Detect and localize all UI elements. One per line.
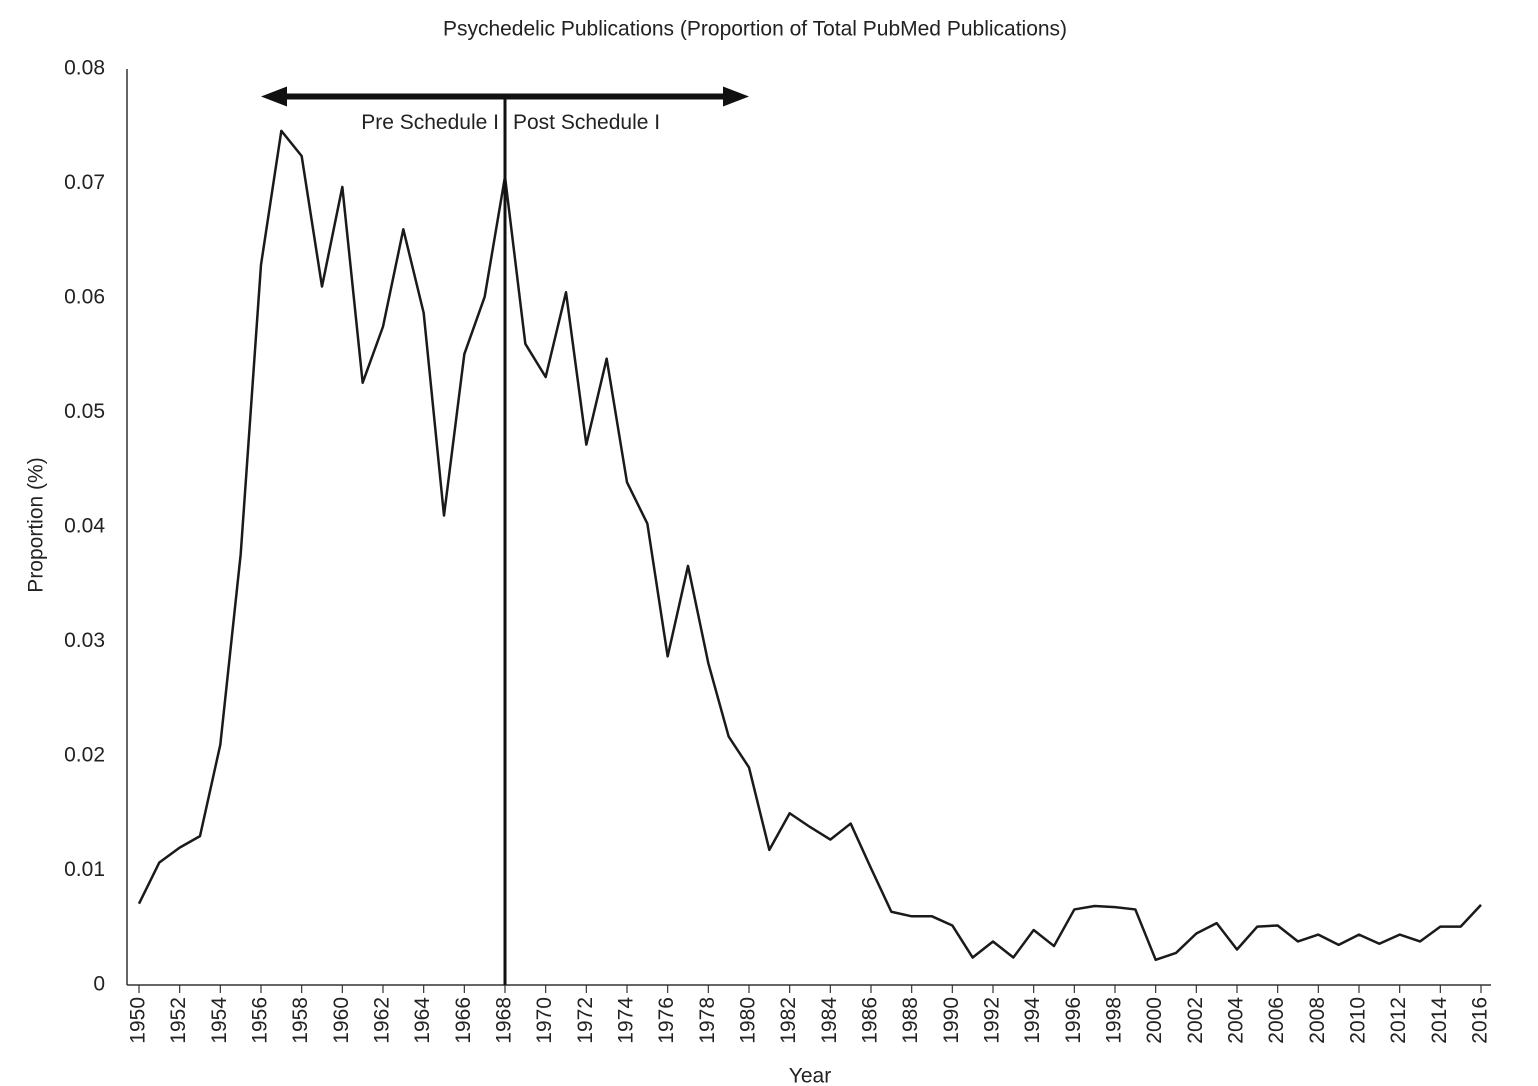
y-tick-label: 0.06: [64, 286, 105, 309]
x-tick-label: 1990: [940, 997, 963, 1044]
x-tick-label: 1966: [452, 997, 475, 1044]
x-tick-label: 1984: [818, 997, 841, 1044]
x-tick-label: 1994: [1021, 997, 1044, 1044]
x-tick-label: 1968: [493, 997, 516, 1044]
x-tick-label: 1982: [777, 997, 800, 1044]
x-axis-label: Year: [789, 1065, 831, 1086]
x-tick-label: 2016: [1469, 997, 1492, 1044]
x-tick-label: 1976: [655, 997, 678, 1044]
x-tick-label: 2010: [1347, 997, 1370, 1044]
x-tick-label: 1954: [208, 997, 231, 1044]
y-tick-label: 0.07: [64, 171, 105, 194]
x-tick-label: 1980: [737, 997, 760, 1044]
x-tick-label: 1956: [249, 997, 272, 1044]
x-tick-label: 1974: [615, 997, 638, 1044]
x-tick-label: 1960: [330, 997, 353, 1044]
x-tick-label: 2012: [1387, 997, 1410, 1044]
x-tick-label: 1972: [574, 997, 597, 1044]
y-tick-label: 0.03: [64, 629, 105, 652]
arrow-head-left: [261, 86, 287, 107]
x-tick-label: 1952: [167, 997, 190, 1044]
y-tick-label: 0: [93, 973, 105, 996]
y-tick-label: 0.02: [64, 744, 105, 767]
y-axis-label: Proportion (%): [25, 457, 48, 592]
chart-title: Psychedelic Publications (Proportion of …: [443, 18, 1067, 41]
data-line: [137, 129, 1482, 962]
x-tick-label: 2008: [1306, 997, 1329, 1044]
x-tick-label: 1978: [696, 997, 719, 1044]
x-tick-label: 1962: [371, 997, 394, 1044]
x-tick-label: 2014: [1428, 997, 1451, 1044]
y-tick-label: 0.04: [64, 515, 105, 538]
x-tick-label: 1988: [899, 997, 922, 1044]
x-tick-label: 1964: [411, 997, 434, 1044]
x-tick-label: 2006: [1265, 997, 1288, 1044]
x-tick-label: 1996: [1062, 997, 1085, 1044]
x-tick-label: 1986: [859, 997, 882, 1044]
y-tick-label: 0.01: [64, 858, 105, 881]
x-tick-label: 1992: [981, 997, 1004, 1044]
x-tick-label: 2000: [1143, 997, 1166, 1044]
arrow-head-right: [723, 86, 749, 107]
x-tick-label: 1970: [533, 997, 556, 1044]
x-tick-label: 1998: [1103, 997, 1126, 1044]
post-schedule-label: Post Schedule I: [513, 111, 660, 134]
y-tick-label: 0.08: [64, 57, 105, 80]
x-tick-label: 1950: [127, 997, 150, 1044]
x-tick-label: 2002: [1184, 997, 1207, 1044]
x-tick-label: 2004: [1225, 997, 1248, 1044]
y-tick-label: 0.05: [64, 400, 105, 423]
pre-schedule-label: Pre Schedule I: [361, 111, 499, 134]
x-tick-label: 1958: [289, 997, 312, 1044]
